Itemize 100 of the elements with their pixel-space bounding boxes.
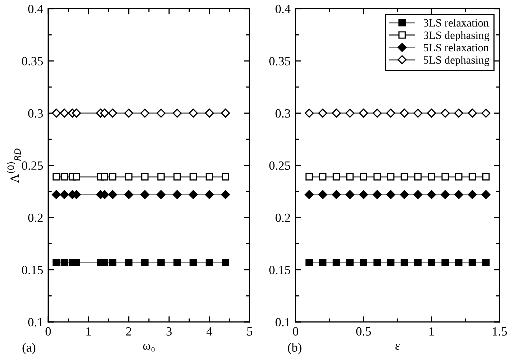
point bbox=[414, 190, 423, 200]
legend-label: 5LS dephasing bbox=[424, 56, 490, 66]
point bbox=[374, 259, 382, 266]
point bbox=[318, 108, 328, 118]
y-tick-label: 0.25 bbox=[270, 162, 290, 170]
point bbox=[125, 259, 133, 266]
point bbox=[468, 108, 478, 118]
point bbox=[332, 259, 340, 266]
y-tick-label: 0.3 bbox=[276, 109, 290, 118]
point bbox=[140, 190, 150, 200]
point bbox=[482, 190, 491, 200]
point bbox=[372, 108, 382, 118]
point bbox=[221, 190, 230, 200]
point bbox=[440, 108, 450, 118]
point bbox=[72, 259, 80, 266]
point bbox=[189, 108, 198, 118]
point bbox=[387, 259, 395, 266]
point bbox=[428, 259, 436, 266]
point bbox=[359, 190, 368, 200]
point bbox=[400, 173, 408, 181]
point bbox=[141, 173, 149, 181]
x-tick-label: 0.5 bbox=[356, 327, 372, 336]
point bbox=[414, 259, 422, 266]
point bbox=[374, 173, 382, 181]
point bbox=[319, 259, 327, 266]
y-tick-label: 0.2 bbox=[28, 214, 43, 222]
x-tick-label: 5 bbox=[248, 328, 253, 336]
legend-label: 5LS relaxation bbox=[424, 44, 489, 52]
point bbox=[454, 108, 464, 118]
point bbox=[468, 173, 476, 181]
point bbox=[414, 108, 423, 118]
point bbox=[440, 190, 450, 200]
point bbox=[101, 259, 109, 266]
point bbox=[346, 173, 354, 181]
point bbox=[124, 108, 134, 118]
y-tick-label: 0.3 bbox=[28, 109, 44, 118]
point bbox=[206, 173, 214, 181]
point bbox=[60, 259, 68, 266]
point bbox=[174, 173, 182, 181]
x-tick-label: 1.5 bbox=[493, 327, 508, 336]
y-tick-label: 0.15 bbox=[270, 266, 290, 275]
point bbox=[304, 190, 314, 200]
point bbox=[108, 190, 118, 200]
point bbox=[455, 173, 463, 181]
point bbox=[52, 108, 61, 118]
point bbox=[468, 190, 478, 200]
point bbox=[60, 190, 70, 200]
point bbox=[306, 173, 314, 181]
point bbox=[125, 173, 133, 181]
point bbox=[158, 173, 165, 181]
x-tick-label: 4 bbox=[206, 328, 213, 336]
y-tick-label: 0.1 bbox=[276, 318, 290, 327]
point bbox=[189, 190, 198, 200]
y-tick-label: 0.25 bbox=[22, 162, 44, 170]
point bbox=[400, 259, 408, 266]
point bbox=[332, 173, 340, 181]
point bbox=[72, 108, 82, 118]
point bbox=[304, 108, 314, 118]
point bbox=[428, 173, 436, 181]
y-axis-title: Λ$^{(0)}$$_{RD}$ bbox=[8, 148, 22, 184]
y-tick-label: 0.2 bbox=[276, 214, 290, 222]
y-tick-label: 0.4 bbox=[28, 5, 44, 14]
point bbox=[190, 259, 198, 266]
point bbox=[482, 108, 491, 118]
point bbox=[482, 173, 490, 181]
point bbox=[332, 108, 342, 118]
point bbox=[174, 259, 182, 266]
point bbox=[454, 190, 464, 200]
legend-label: 3LS dephasing bbox=[424, 31, 490, 42]
point bbox=[109, 259, 117, 266]
y-tick-label: 0.15 bbox=[22, 266, 44, 275]
point bbox=[205, 190, 214, 200]
point bbox=[400, 190, 410, 200]
point bbox=[141, 259, 149, 266]
y-tick-label: 0.1 bbox=[28, 318, 43, 327]
point bbox=[482, 259, 490, 266]
point bbox=[318, 190, 328, 200]
point bbox=[52, 259, 60, 266]
point bbox=[442, 259, 450, 266]
point bbox=[387, 173, 395, 181]
point bbox=[222, 173, 230, 181]
x-tick-label: 0 bbox=[46, 327, 52, 336]
x-tick-label: 2 bbox=[126, 327, 132, 336]
point bbox=[156, 108, 166, 118]
point bbox=[124, 190, 134, 200]
point bbox=[346, 259, 354, 266]
point bbox=[206, 259, 214, 266]
point bbox=[140, 108, 150, 118]
y-tick-label: 0.4 bbox=[276, 5, 291, 14]
point bbox=[319, 173, 327, 181]
x-tick-label: 1 bbox=[430, 327, 434, 336]
point bbox=[60, 173, 68, 181]
point bbox=[468, 259, 476, 266]
point bbox=[72, 173, 80, 181]
point bbox=[100, 108, 110, 118]
point bbox=[346, 108, 355, 118]
point bbox=[52, 190, 61, 200]
point bbox=[60, 108, 70, 118]
point bbox=[400, 108, 410, 118]
point bbox=[386, 190, 396, 200]
